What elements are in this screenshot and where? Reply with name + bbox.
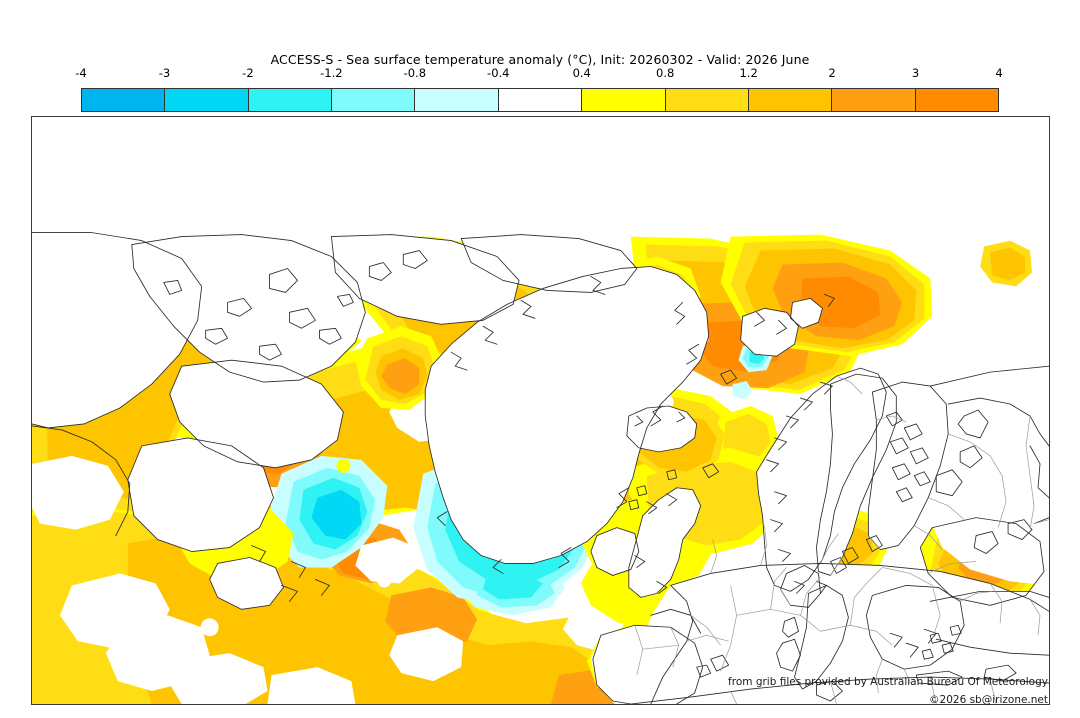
attribution-source: from grib files provided by Australian B…	[728, 676, 1048, 688]
colorbar-band	[665, 89, 749, 111]
attribution-copyright: ©2026 sb@irizone.net	[929, 694, 1048, 706]
colorbar-tick: -2	[242, 66, 254, 80]
colorbar-band	[248, 89, 333, 111]
map-panel	[31, 116, 1050, 705]
colorbar-band	[582, 89, 666, 111]
colorbar-band	[915, 89, 998, 111]
colorbar-band	[415, 89, 499, 111]
colorbar-tick: -0.8	[403, 66, 427, 80]
colorbar-tick: -3	[158, 66, 171, 80]
colorbar-tick: 1.2	[739, 66, 758, 80]
colorbar-tick: 4	[995, 66, 1003, 80]
colorbar-band	[832, 89, 916, 111]
colorbar-band	[332, 89, 416, 111]
political-borders	[634, 375, 1049, 704]
colorbar-tick: -4	[75, 66, 87, 80]
colorbar-bands	[81, 88, 999, 112]
colorbar-band	[82, 89, 166, 111]
colorbar-tick: 2	[828, 66, 836, 80]
chart-title: ACCESS-S - Sea surface temperature anoma…	[270, 52, 810, 67]
colorbar-tick: -0.4	[487, 66, 510, 80]
colorbar-tick: 0.8	[656, 66, 675, 80]
map-canvas	[32, 117, 1049, 704]
colorbar-band	[165, 89, 249, 111]
colorbar-tick: 3	[911, 66, 920, 80]
colorbar-tick: -1.2	[320, 66, 343, 80]
colorbar	[81, 88, 999, 112]
colorbar-tick: 0.4	[572, 66, 591, 80]
coastlines	[32, 232, 1049, 704]
colorbar-band	[498, 89, 583, 111]
colorbar-tick-labels: -4 -3 -2 -1.2 -0.8 -0.4 0.4 0.8 1.2 2 3 4	[75, 66, 1003, 82]
land-mask	[32, 232, 1049, 704]
colorbar-band	[748, 89, 833, 111]
